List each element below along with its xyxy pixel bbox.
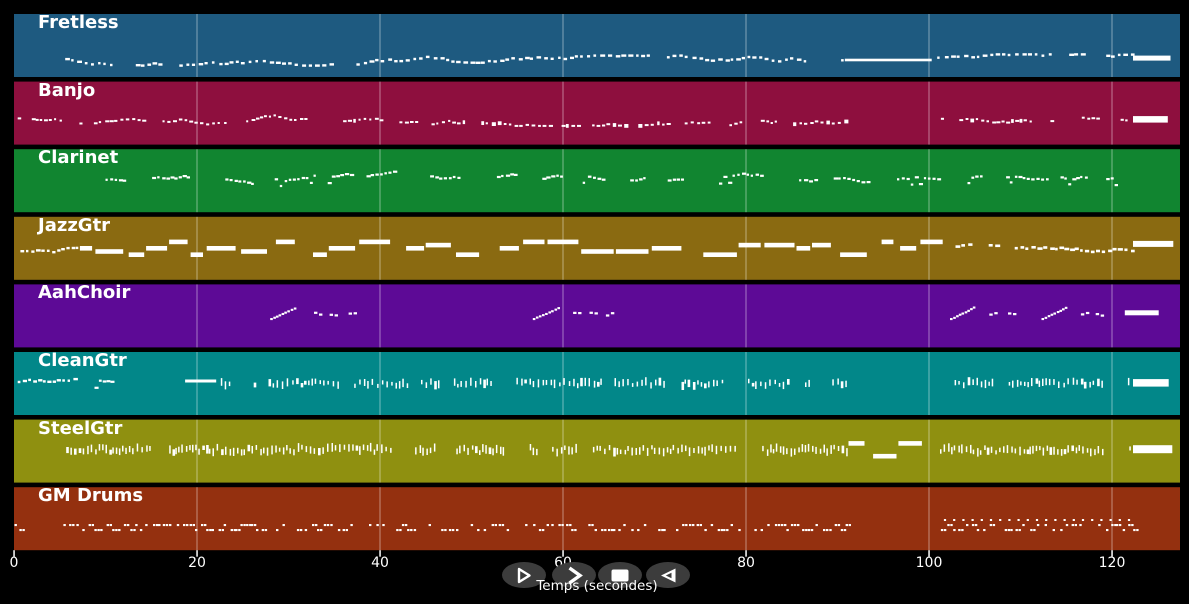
- axis-tick-label: 20: [188, 555, 206, 571]
- track-label: Banjo: [38, 79, 96, 101]
- track-label: JazzGtr: [38, 214, 111, 236]
- track-notes: [65, 53, 1171, 67]
- fast-forward-icon: [568, 566, 583, 584]
- track-band-banjo: [14, 81, 1180, 145]
- seek-backward-button[interactable]: [646, 562, 690, 588]
- axis-tick-label: 0: [9, 555, 19, 571]
- play-button[interactable]: [502, 562, 546, 588]
- axis-tick-label: 80: [737, 555, 755, 571]
- track-notes: [105, 170, 1118, 188]
- track-label: CleanGtr: [38, 350, 127, 371]
- track-label: Fretless: [38, 12, 119, 33]
- track-notes: [66, 441, 1173, 459]
- seek-forward-button[interactable]: [552, 562, 596, 588]
- track-band-clarinet: [14, 149, 1180, 213]
- axis-title: Temps (secondes): [536, 578, 658, 594]
- axis-tick-label: 100: [915, 555, 943, 571]
- stop-button[interactable]: [598, 562, 642, 588]
- track-band-gm-drums: [14, 487, 1180, 551]
- axis-tick-label: 40: [371, 555, 389, 571]
- track-band-steelgtr: [14, 419, 1180, 483]
- track-notes: [17, 114, 1168, 128]
- track-band-aahchoir: [14, 284, 1180, 348]
- rewind-icon: [660, 568, 675, 582]
- track-band-fretless: [14, 14, 1180, 77]
- play-icon: [517, 567, 531, 583]
- track-label: SteelGtr: [38, 417, 123, 439]
- stop-icon: [611, 569, 629, 581]
- track-label: GM Drums: [38, 485, 144, 507]
- track-band-jazzgtr: [14, 216, 1180, 280]
- track-notes: [20, 239, 1174, 257]
- track-notes: [17, 377, 1169, 390]
- track-notes: [270, 306, 1159, 321]
- track-label: Clarinet: [38, 147, 119, 169]
- track-label: AahChoir: [38, 282, 131, 304]
- axis-tick-label: 120: [1098, 555, 1126, 571]
- track-band-cleangtr: [14, 352, 1180, 415]
- track-notes: [14, 519, 1139, 532]
